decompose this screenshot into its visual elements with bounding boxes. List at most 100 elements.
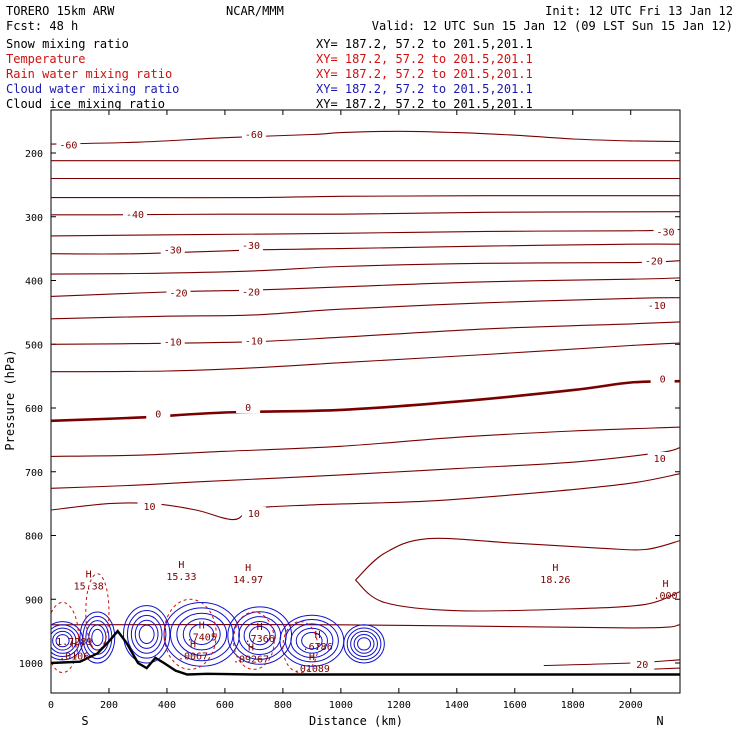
max-marker: H	[190, 639, 196, 650]
contour-label: -10	[245, 337, 263, 348]
legend-name-4: Cloud ice mixing ratio	[6, 97, 165, 111]
temperature-contour-6	[51, 243, 680, 255]
max-value: 14.97	[233, 575, 263, 586]
cloud-water-contour	[55, 634, 70, 648]
cloud-water-contour	[51, 624, 80, 658]
max-marker: H	[315, 630, 321, 641]
cloud-water-contour	[182, 618, 221, 651]
temperature-contour-1	[51, 130, 680, 145]
y-tick-label: 600	[25, 404, 43, 415]
cloud-water-contour	[357, 637, 372, 651]
x-tick-label: 1400	[445, 700, 469, 711]
forecast-hour: Fcst: 48 h	[6, 19, 78, 33]
contour-label: -60	[59, 140, 77, 151]
contour-label-bg	[160, 243, 185, 256]
cloud-water-contour	[126, 610, 167, 659]
cloud-water-contour	[91, 628, 104, 647]
cloud-water-contour	[350, 630, 378, 657]
hydrometeor-contours	[51, 573, 385, 674]
rain-water-contour	[282, 621, 319, 674]
y-tick-label: 300	[25, 213, 43, 224]
contour-label: 0	[245, 403, 251, 414]
temperature-contour-17	[355, 579, 680, 612]
contour-label: -20	[170, 288, 188, 299]
contour-label-bg	[241, 128, 266, 141]
cloud-water-contour	[51, 627, 77, 654]
max-marker: H	[309, 652, 315, 663]
cloud-water-contour	[284, 619, 339, 663]
max-marker: H	[199, 620, 205, 631]
rain-water-contour	[233, 611, 275, 670]
contour-label-bg	[241, 334, 266, 347]
legend-range-3: XY= 187.2, 57.2 to 201.5,201.1	[316, 82, 533, 96]
x-tick-label: 1000	[329, 700, 353, 711]
contour-label-bg	[647, 452, 672, 464]
cloud-water-contour	[79, 611, 116, 664]
contour-label-bg	[56, 138, 81, 151]
x-tick-label: 1200	[387, 700, 411, 711]
contour-label: -40	[126, 210, 144, 221]
x-tick-label: 800	[274, 700, 292, 711]
cloud-water-contour	[134, 619, 159, 649]
init-time: Init: 12 UTC Fri 13 Jan 12	[545, 4, 733, 18]
x-axis-label: Distance (km)	[309, 714, 403, 728]
contour-label-bg	[160, 335, 185, 348]
temperature-contour-18	[51, 623, 680, 629]
temperature-contour-14	[51, 446, 680, 489]
max-value: .7405	[187, 632, 217, 643]
cloud-water-contour	[346, 627, 382, 661]
max-marker: H	[662, 579, 668, 590]
max-marker: H	[86, 569, 92, 580]
contour-label: 20	[636, 660, 648, 671]
max-value: .6786	[303, 642, 333, 653]
max-value: .000	[653, 591, 677, 602]
cloud-water-contour	[343, 624, 385, 664]
max-value: 15.33	[166, 572, 196, 583]
contour-label: 0	[155, 409, 161, 420]
contour-label: -30	[656, 228, 674, 239]
max-marker: H	[178, 560, 184, 571]
cloud-water-contour	[138, 624, 155, 644]
y-axis-label: Pressure (hPa)	[3, 349, 17, 450]
model-title: TORERO 15km ARW	[6, 4, 115, 18]
contour-label-bg	[630, 657, 655, 670]
contour-label: -10	[648, 301, 666, 312]
axes: 0 200 400 600 800 1000 1200 1400 1600 1800 2000200…	[19, 109, 681, 711]
contour-label: -20	[242, 288, 260, 299]
legend-name-1: Temperature	[6, 52, 85, 66]
cloud-water-contour	[243, 621, 276, 651]
cloud-water-contour	[130, 614, 163, 654]
contour-label-bg	[146, 407, 171, 420]
max-marker: H	[71, 639, 77, 650]
contour-label: 0	[660, 374, 666, 385]
x-end-right: N	[656, 714, 663, 728]
contour-label-bg	[241, 506, 266, 519]
legend-range-2: XY= 187.2, 57.2 to 201.5,201.1	[316, 67, 533, 81]
x-end-left: S	[81, 714, 88, 728]
terrain-surface	[50, 629, 680, 676]
cloud-water-contour	[301, 632, 323, 650]
legend-name-3: Cloud water mixing ratio	[6, 82, 179, 96]
max-value: .0067	[178, 651, 208, 662]
max-marker: H	[245, 563, 251, 574]
contour-label-bg	[653, 225, 678, 238]
max-value: 1.7289	[56, 637, 92, 648]
contour-label: -10	[164, 337, 182, 348]
max-value: .7366	[245, 634, 275, 645]
contour-label: -30	[164, 246, 182, 257]
x-tick-label: 200	[100, 700, 118, 711]
contour-label-bg	[166, 286, 191, 299]
valid-time: Valid: 12 UTC Sun 15 Jan 12 (09 LST Sun …	[372, 19, 733, 33]
x-tick-label: 1600	[503, 700, 527, 711]
contour-label-bg	[644, 299, 669, 311]
x-tick-label: 2000	[619, 700, 643, 711]
x-tick-label: 400	[158, 700, 176, 711]
legend-range-0: XY= 187.2, 57.2 to 201.5,201.1	[316, 37, 533, 51]
max-value: 15.38	[74, 581, 104, 592]
max-marker: H	[257, 622, 263, 633]
cloud-water-contour	[353, 634, 375, 654]
contour-label: 10	[654, 454, 666, 465]
max-value: .01089	[294, 664, 330, 675]
temperature-contour-7	[51, 260, 680, 275]
y-tick-label: 1000	[19, 659, 43, 670]
